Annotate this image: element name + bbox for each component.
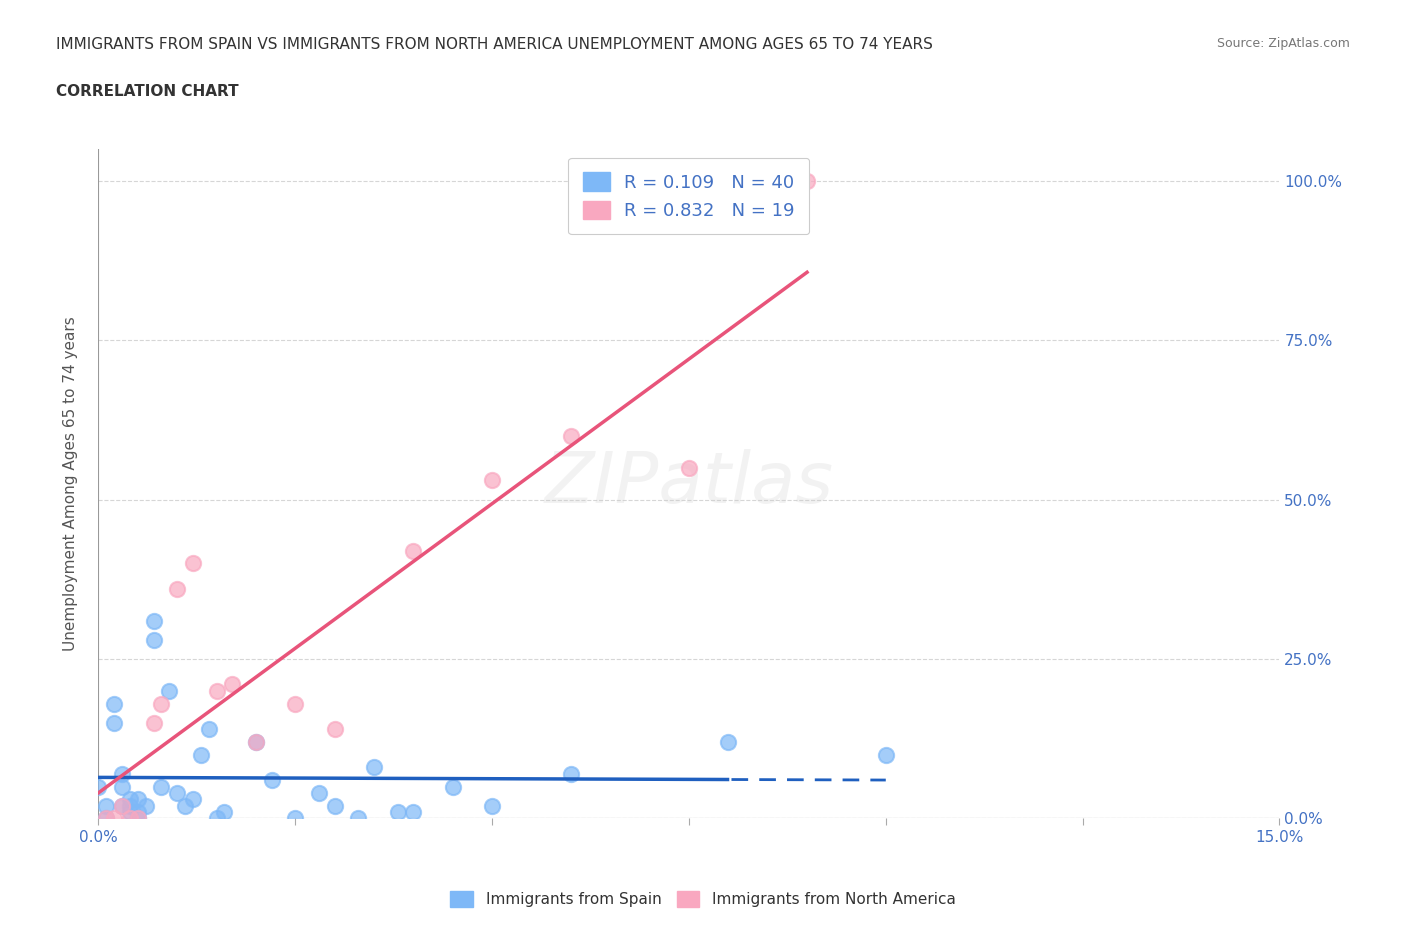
Point (127, 804, 149, 819)
Point (245, 735, 267, 750)
Text: CORRELATION CHART: CORRELATION CHART (56, 84, 239, 99)
Point (157, 684, 180, 698)
Point (181, 791, 204, 806)
Point (118, 804, 141, 819)
Point (205, 811, 228, 826)
Point (717, 735, 740, 750)
Point (174, 798, 197, 813)
Point (875, 747, 897, 762)
Point (87, 779, 110, 794)
Point (127, 811, 149, 826)
Point (96, 811, 118, 826)
Point (111, 798, 134, 813)
Point (142, 632, 165, 647)
Point (678, 460, 700, 475)
Point (323, 722, 346, 737)
Point (111, 779, 134, 794)
Point (197, 722, 219, 737)
Point (103, 697, 125, 711)
Legend: Immigrants from Spain, Immigrants from North America: Immigrants from Spain, Immigrants from N… (444, 884, 962, 913)
Point (111, 766, 134, 781)
Point (441, 779, 464, 794)
Point (560, 429, 582, 444)
Point (402, 804, 425, 819)
Point (96, 798, 118, 813)
Point (221, 677, 243, 692)
Point (560, 766, 582, 781)
Point (284, 697, 307, 711)
Point (347, 811, 370, 826)
Point (181, 556, 204, 571)
Point (205, 684, 228, 698)
Point (166, 786, 188, 801)
Text: ZIPatlas: ZIPatlas (544, 449, 834, 518)
Point (142, 715, 165, 730)
Point (127, 811, 149, 826)
Point (402, 543, 425, 558)
Point (796, 173, 818, 188)
Point (127, 791, 149, 806)
Point (308, 786, 330, 801)
Point (481, 798, 503, 813)
Point (96, 811, 118, 826)
Point (150, 697, 173, 711)
Point (142, 613, 165, 628)
Point (150, 779, 173, 794)
Point (118, 811, 141, 826)
Point (111, 798, 134, 813)
Point (245, 735, 267, 750)
Point (260, 773, 283, 788)
Point (214, 804, 236, 819)
Point (118, 791, 141, 806)
Y-axis label: Unemployment Among Ages 65 to 74 years: Unemployment Among Ages 65 to 74 years (63, 316, 77, 651)
Text: IMMIGRANTS FROM SPAIN VS IMMIGRANTS FROM NORTH AMERICA UNEMPLOYMENT AMONG AGES 6: IMMIGRANTS FROM SPAIN VS IMMIGRANTS FROM… (56, 37, 934, 52)
Legend: R = 0.109   N = 40, R = 0.832   N = 19: R = 0.109 N = 40, R = 0.832 N = 19 (568, 158, 810, 234)
Text: Source: ZipAtlas.com: Source: ZipAtlas.com (1216, 37, 1350, 50)
Point (481, 473, 503, 488)
Point (284, 811, 307, 826)
Point (190, 747, 212, 762)
Point (323, 798, 346, 813)
Point (103, 715, 125, 730)
Point (135, 798, 157, 813)
Point (387, 804, 409, 819)
Point (103, 811, 125, 826)
Point (118, 798, 141, 813)
Point (363, 760, 385, 775)
Point (166, 581, 188, 596)
